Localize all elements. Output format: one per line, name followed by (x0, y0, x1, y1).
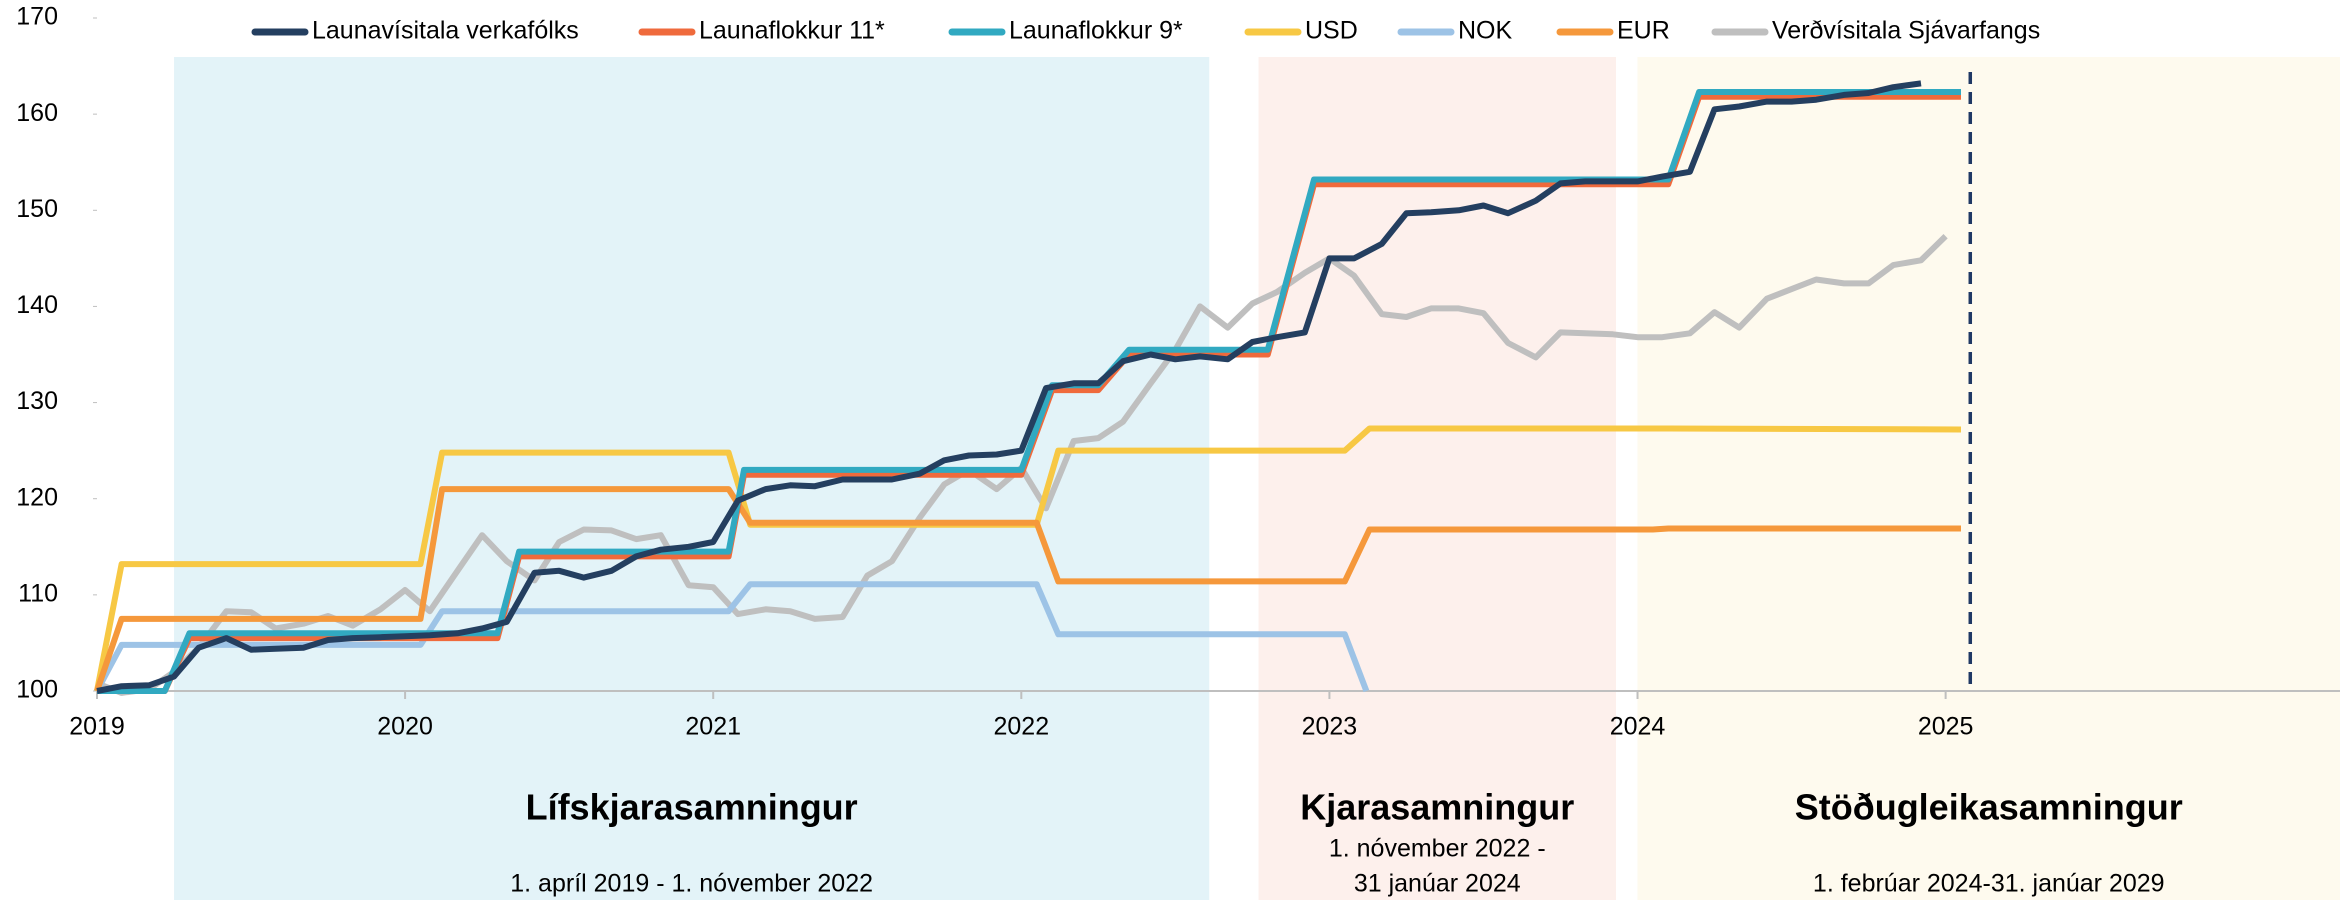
y-tick-label: 150 (16, 195, 58, 223)
legend-label: Launaflokkur 11* (699, 17, 885, 45)
period-title: Stöðugleikasamningur (1795, 787, 2183, 828)
x-tick-label: 2025 (1918, 713, 1974, 741)
x-tick-label: 2024 (1610, 713, 1666, 741)
period-title: Lífskjarasamningur (526, 787, 858, 828)
legend-label: EUR (1617, 17, 1670, 45)
legend-label: NOK (1458, 17, 1513, 45)
period-dates: 1. apríl 2019 - 1. nóvember 2022 (510, 870, 873, 898)
legend-label: Launaflokkur 9* (1009, 17, 1183, 45)
series-line (94, 581, 1370, 693)
y-tick-label: 170 (16, 3, 58, 31)
series-line (94, 486, 1961, 692)
legend-label: Launavísitala verkafólks (312, 17, 579, 45)
period-backgrounds (174, 57, 2340, 900)
x-tick-label: 2020 (377, 713, 433, 741)
x-tick-label: 2019 (69, 713, 125, 741)
period-band (174, 57, 1210, 900)
period-dates: 1. febrúar 2024-31. janúar 2029 (1813, 870, 2165, 898)
y-tick-label: 120 (16, 483, 58, 511)
y-tick-label: 160 (16, 99, 58, 127)
y-tick-label: 100 (16, 676, 58, 704)
series-line (96, 80, 1922, 694)
legend-label: Verðvísitala Sjávarfangs (1772, 17, 2040, 45)
y-tick-label: 130 (16, 387, 58, 415)
period-band (1637, 57, 2340, 900)
legend-label: USD (1305, 17, 1358, 45)
period-title: Kjarasamningur (1300, 787, 1574, 828)
x-tick-label: 2022 (994, 713, 1050, 741)
y-tick-label: 110 (18, 579, 58, 607)
period-band (1258, 57, 1616, 900)
period-dates: 1. nóvember 2022 - (1329, 835, 1546, 863)
x-tick-label: 2021 (685, 713, 741, 741)
series-line (97, 89, 1961, 694)
period-dates: 31 janúar 2024 (1354, 870, 1521, 898)
x-tick-label: 2023 (1302, 713, 1358, 741)
y-tick-label: 140 (16, 291, 58, 319)
